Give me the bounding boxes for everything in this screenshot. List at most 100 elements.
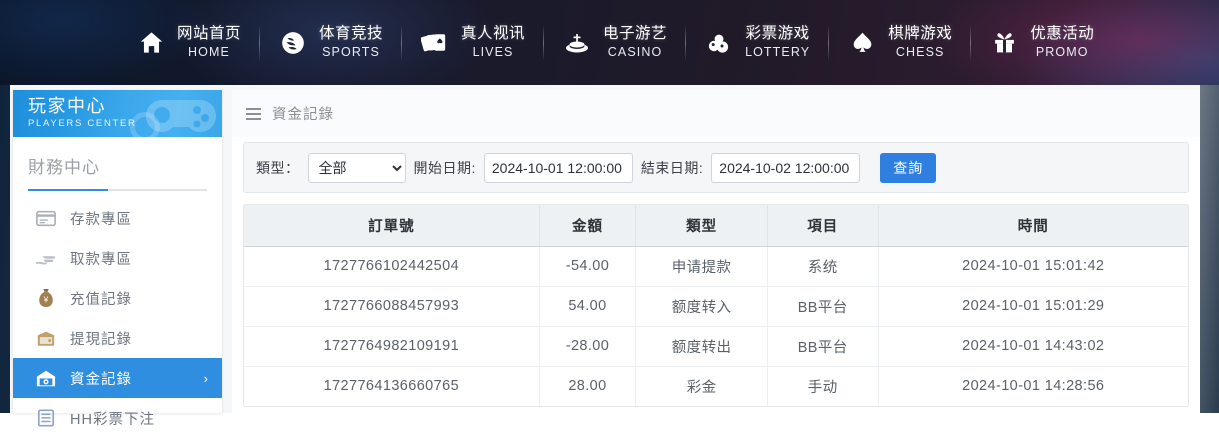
table-cell-3: BB平台	[767, 326, 879, 367]
filter-bar: 類型： 全部 開始日期: 結束日期: 查詢	[243, 142, 1189, 193]
table-row: 1727764136660765 28.00 彩金 手动 2024-10-01 14:2…	[244, 366, 1188, 406]
table-cell-4: 2024-10-01 15:01:42	[878, 246, 1188, 287]
table-cell-4: 2024-10-01 14:28:56	[962, 378, 1105, 395]
sidebar-title-en: PLAYERS CENTER	[28, 117, 137, 129]
table-cell-1: 28.00	[539, 366, 637, 406]
table-cell-2: 申请提款	[635, 246, 768, 287]
table-cell-2: 额度转入	[635, 286, 768, 327]
end-date-label: 結束日期:	[640, 159, 704, 176]
nav-label-cn: 彩票游戏	[745, 25, 810, 42]
table-header-cell-0: 訂單號	[244, 205, 540, 247]
table-row: 1727766102442504 -54.00 申请提款 系统 2024-10-01 1…	[244, 246, 1188, 287]
svg-text:¥: ¥	[43, 296, 49, 305]
moneybag-icon: ¥	[35, 288, 57, 308]
nav-separator	[685, 25, 687, 60]
home-icon	[136, 28, 166, 58]
end-date-input[interactable]	[711, 152, 861, 183]
nav-item-promo[interactable]: 优惠活动 PROMO	[971, 15, 1112, 71]
sidebar-item-label: 資金記錄	[70, 371, 132, 388]
nav-label-cn: 网站首页	[177, 25, 242, 42]
nav-label-en: HOME	[188, 44, 230, 59]
menu-toggle-icon[interactable]	[246, 107, 261, 120]
table-cell-4: 2024-10-01 15:01:29	[878, 286, 1188, 327]
circle-decoration	[130, 112, 160, 137]
type-label: 類型：	[256, 159, 300, 176]
nav-item-casino[interactable]: 电子游艺 CASINO	[544, 15, 685, 71]
table-cell-0: 1727766102442504	[244, 246, 540, 287]
sidebar-panel: 玩家中心 PLAYERS CENTER 財務中心 存款專區取款專區 ¥ 充值記錄提現…	[13, 90, 222, 428]
sidebar-menu: 存款專區取款專區 ¥ 充值記錄提現記錄資金記錄 › HH彩票下注	[13, 191, 222, 438]
table-cell-3: BB平台	[767, 286, 879, 327]
sidebar-item-2[interactable]: ¥ 充值記錄	[13, 278, 222, 318]
withdraw-icon	[35, 248, 57, 268]
top-navigation-bar: 网站首页 HOME 体育竞技 SPORTS 真人视讯 LIVES 电子游艺 CASINO 彩票游…	[0, 0, 1219, 85]
records-table-wrapper: 訂單號 金額 類型 項目 時間 1727766102442504 -54.00 申请提款 系统…	[243, 204, 1189, 407]
sidebar-item-0[interactable]: 存款專區	[13, 198, 222, 238]
nav-label-cn: 体育竞技	[319, 25, 384, 42]
safe-icon	[35, 368, 57, 388]
table-cell-2: 额度转出	[635, 326, 768, 367]
nav-item-sports[interactable]: 体育竞技 SPORTS	[260, 15, 401, 71]
table-header-cell-2: 類型	[635, 205, 768, 247]
start-date-input[interactable]	[483, 152, 633, 183]
gift-icon	[989, 28, 1019, 58]
nav-item-lottery[interactable]: 彩票游戏 LOTTERY	[686, 15, 828, 71]
table-cell-0: 1727764982109191	[244, 326, 540, 367]
nav-separator	[259, 25, 261, 60]
sidebar-item-4[interactable]: 資金記錄 ›	[13, 358, 222, 398]
nav-item-home[interactable]: 网站首页 HOME	[118, 15, 259, 71]
records-table: 訂單號 金額 類型 項目 時間 1727766102442504 -54.00 申请提款 系统…	[244, 205, 1188, 406]
table-header-cell-3: 項目	[767, 205, 879, 247]
nav-label-cn: 棋牌游戏	[888, 25, 953, 42]
sidebar-item-1[interactable]: 取款專區	[13, 238, 222, 278]
sidebar-item-label: 提現記錄	[70, 331, 132, 348]
sidebar-item-label: 取款專區	[70, 251, 132, 268]
card-icon	[35, 208, 57, 228]
start-date-label: 開始日期:	[413, 159, 476, 176]
nav-separator	[970, 25, 972, 60]
table-cell-4: 2024-10-01 14:43:02	[878, 326, 1188, 367]
nav-label-en: LOTTERY	[745, 44, 811, 59]
table-cell-2: 彩金	[635, 366, 768, 406]
breadcrumb: 資金記錄	[232, 90, 1200, 137]
nav-label-en: CHESS	[895, 44, 945, 59]
type-select[interactable]: 全部	[307, 152, 406, 183]
sidebar-header: 玩家中心 PLAYERS CENTER	[13, 90, 222, 137]
nav-label-cn: 优惠活动	[1030, 25, 1095, 42]
sidebar-section-underline	[28, 189, 207, 191]
nav-label-en: CASINO	[607, 44, 663, 59]
nav-label-cn: 电子游艺	[603, 25, 668, 42]
table-cell-1: -54.00	[539, 246, 637, 287]
sidebar-item-3[interactable]: 提現記錄	[13, 318, 222, 358]
table-cell-0: 1727766088457993	[244, 286, 540, 327]
table-body: 1727766102442504 -54.00 申请提款 系统 2024-10-01 1…	[244, 246, 1188, 406]
search-button[interactable]: 查詢	[880, 152, 937, 183]
wallet-icon	[35, 328, 57, 348]
table-header-cell-4: 時間	[878, 205, 1188, 247]
table-cell-0: 1727764136660765	[244, 366, 540, 406]
nav-item-lives[interactable]: 真人视讯 LIVES	[402, 15, 543, 71]
nav-label-en: PROMO	[1035, 44, 1089, 59]
chevron-right-icon: ›	[203, 370, 208, 386]
sports-icon	[278, 28, 308, 58]
nav-separator	[828, 25, 830, 60]
nav-separator	[401, 25, 403, 60]
nav-item-chess[interactable]: 棋牌游戏 CHESS	[829, 15, 970, 71]
sidebar-section-title: 財務中心	[28, 158, 100, 177]
casino-icon	[562, 28, 592, 58]
lottery-icon	[704, 28, 734, 58]
top-nav-items: 网站首页 HOME 体育竞技 SPORTS 真人视讯 LIVES 电子游艺 CASINO 彩票游…	[0, 0, 1219, 85]
nav-label-en: SPORTS	[322, 44, 380, 59]
sidebar-item-label: HH彩票下注	[70, 411, 155, 428]
table-cell-1: -28.00	[539, 326, 637, 367]
table-row: 1727766088457993 54.00 额度转入 BB平台 2024-10-01 …	[244, 286, 1188, 327]
sidebar-item-5[interactable]: HH彩票下注	[13, 398, 222, 438]
list-icon	[35, 408, 57, 428]
table-cell-3: 手动	[767, 366, 879, 406]
nav-label-cn: 真人视讯	[461, 25, 526, 42]
sidebar-item-label: 充值記錄	[70, 291, 132, 308]
table-row: 1727764982109191 -28.00 额度转出 BB平台 2024-10-01…	[244, 326, 1188, 367]
breadcrumb-title: 資金記錄	[272, 107, 334, 123]
nav-label-en: LIVES	[472, 44, 514, 59]
